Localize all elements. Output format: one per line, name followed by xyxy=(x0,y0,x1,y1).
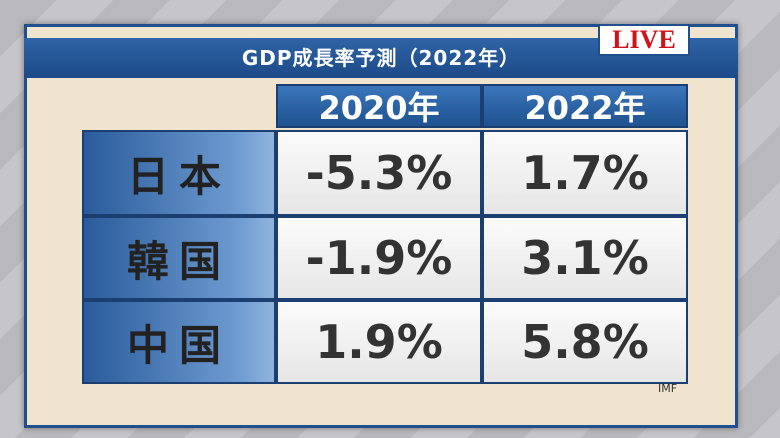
source: IMF xyxy=(658,382,678,395)
table-cell: 3.1% xyxy=(482,216,688,300)
row-header: 韓国 xyxy=(82,216,276,300)
table-cell: 1.7% xyxy=(482,130,688,216)
table-cell: 1.9% xyxy=(276,300,482,384)
table-cell: 5.8% xyxy=(482,300,688,384)
title: GDP成長率予測（2022年） xyxy=(241,46,521,70)
table-cell: -5.3% xyxy=(276,130,482,216)
live-badge: LIVE xyxy=(598,24,690,56)
column-header: 2020年 xyxy=(276,84,482,128)
row-header: 日本 xyxy=(82,130,276,216)
table-cell: -1.9% xyxy=(276,216,482,300)
column-header: 2022年 xyxy=(482,84,688,128)
row-header: 中国 xyxy=(82,300,276,384)
